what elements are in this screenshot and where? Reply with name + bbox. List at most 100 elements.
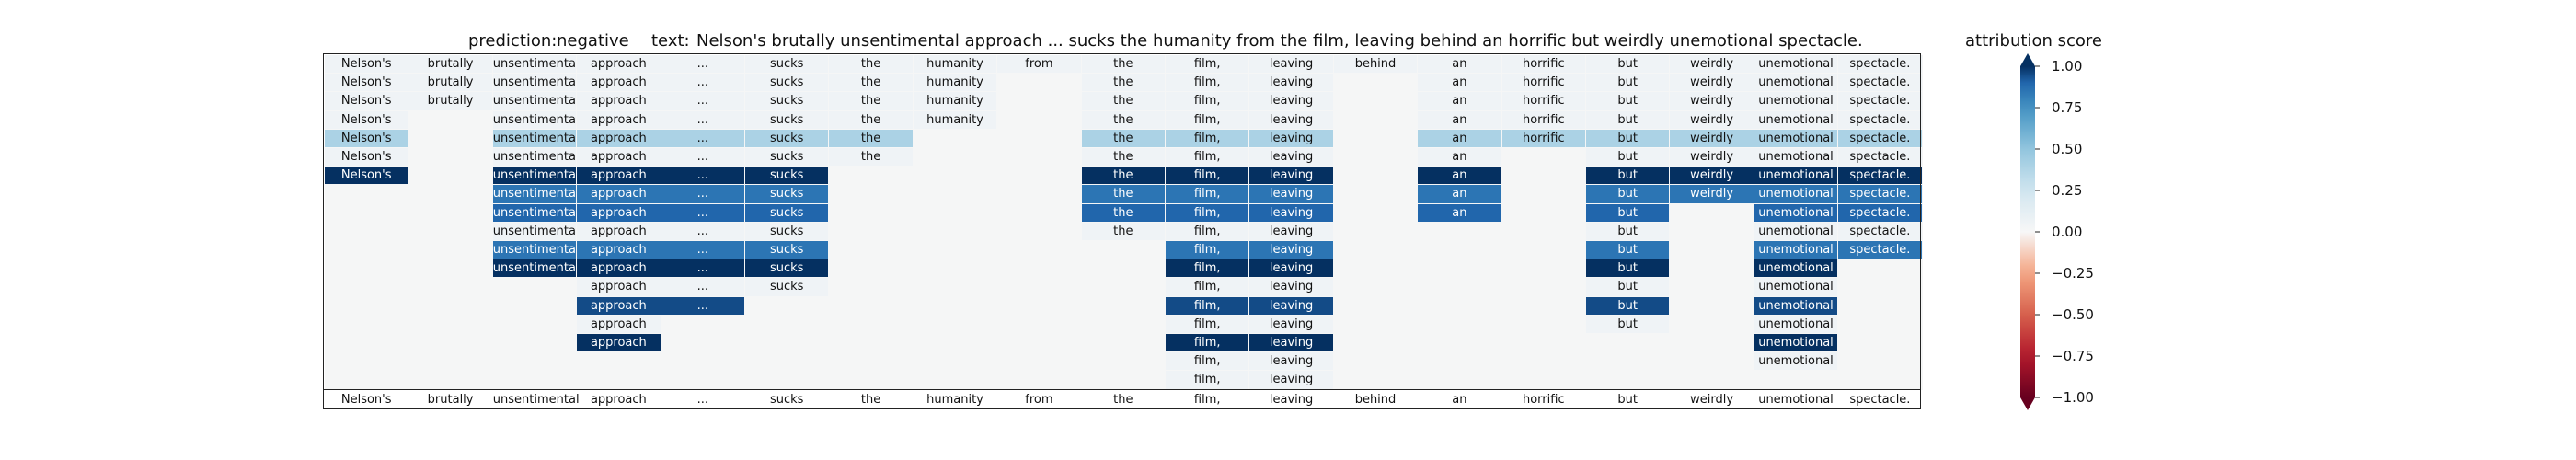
token-cell: unsentimental (492, 222, 580, 240)
token-cell: but (1586, 278, 1670, 296)
reference-separator (323, 389, 1921, 390)
colorbar (2020, 53, 2040, 410)
token-cell: unsentimental (492, 259, 580, 278)
token-cell: weirdly (1670, 110, 1754, 129)
token-cell: spectacle. (1838, 55, 1922, 74)
token-cell: unemotional (1754, 259, 1838, 278)
token-cell: Nelson's (325, 74, 408, 92)
token-cell: spectacle. (1838, 222, 1922, 240)
reference-token: humanity (926, 393, 983, 407)
token-cell: Nelson's (325, 148, 408, 167)
token-cell: unemotional (1754, 129, 1838, 147)
token-cell: approach (577, 185, 661, 203)
token-cell: but (1586, 259, 1670, 278)
token-cell: ... (661, 185, 744, 203)
reference-token: unsentimental (492, 393, 580, 407)
token-cell: Nelson's (325, 167, 408, 185)
reference-token: Nelson's (340, 393, 392, 407)
token-cell: approach (577, 55, 661, 74)
token-cell: film, (1166, 167, 1249, 185)
token-cell: leaving (1249, 185, 1333, 203)
token-cell: but (1586, 55, 1670, 74)
token-cell: approach (577, 315, 661, 333)
reference-token: horrific (1522, 393, 1565, 407)
prediction-value: negative (557, 31, 629, 51)
token-cell: unsentimental (492, 241, 580, 259)
token-cell: film, (1166, 241, 1249, 259)
token-cell: sucks (745, 203, 829, 222)
token-cell: the (1081, 74, 1165, 92)
token-cell: approach (577, 110, 661, 129)
token-cell: film, (1166, 129, 1249, 147)
token-cell: the (829, 55, 913, 74)
colorbar-min-extend (2020, 397, 2035, 410)
token-cell: the (829, 129, 913, 147)
token-cell: leaving (1249, 241, 1333, 259)
token-cell: ... (661, 259, 744, 278)
token-cell: ... (661, 203, 744, 222)
token-cell: unemotional (1754, 185, 1838, 203)
token-cell: film, (1166, 352, 1249, 371)
token-cell: approach (577, 167, 661, 185)
token-cell: sucks (745, 222, 829, 240)
token-cell: unsentimental (492, 185, 580, 203)
token-cell: humanity (913, 110, 997, 129)
token-cell: ... (661, 278, 744, 296)
token-cell: an (1418, 203, 1501, 222)
token-cell: but (1586, 315, 1670, 333)
token-cell: leaving (1249, 296, 1333, 315)
reference-token: the (860, 393, 881, 407)
token-cell: an (1418, 185, 1501, 203)
token-cell: leaving (1249, 92, 1333, 110)
token-cell: but (1586, 74, 1670, 92)
colorbar-tick-label: −0.25 (2052, 265, 2094, 282)
grid-frame (323, 53, 1921, 409)
token-cell: but (1586, 222, 1670, 240)
token-cell: the (829, 148, 913, 167)
token-cell: but (1586, 185, 1670, 203)
token-cell: film, (1166, 334, 1249, 352)
token-cell: ... (661, 74, 744, 92)
token-cell: leaving (1249, 203, 1333, 222)
token-cell: unsentimental (492, 203, 580, 222)
token-cell: the (829, 92, 913, 110)
token-cell: the (1081, 55, 1165, 74)
token-cell: leaving (1249, 148, 1333, 167)
token-cell: the (1081, 92, 1165, 110)
colorbar-tick-label: 1.00 (2052, 58, 2083, 75)
token-cell: unemotional (1754, 278, 1838, 296)
token-cell: Nelson's (325, 129, 408, 147)
token-cell: humanity (913, 55, 997, 74)
token-cell: an (1418, 148, 1501, 167)
token-cell: spectacle. (1838, 148, 1922, 167)
token-cell: film, (1166, 55, 1249, 74)
token-cell: film, (1166, 185, 1249, 203)
reference-token: spectacle. (1849, 393, 1911, 407)
token-cell: leaving (1249, 129, 1333, 147)
token-cell: but (1586, 296, 1670, 315)
token-cell: unemotional (1754, 148, 1838, 167)
token-cell: weirdly (1670, 185, 1754, 203)
text-label: text: (651, 31, 690, 51)
token-cell: unsentimental (492, 74, 580, 92)
token-cell: the (1081, 185, 1165, 203)
token-cell: an (1418, 110, 1501, 129)
token-cell: leaving (1249, 222, 1333, 240)
token-cell: but (1586, 92, 1670, 110)
token-cell: unemotional (1754, 352, 1838, 371)
token-cell: approach (577, 92, 661, 110)
token-cell: unemotional (1754, 296, 1838, 315)
token-cell: ... (661, 296, 744, 315)
token-cell: film, (1166, 315, 1249, 333)
colorbar-title: attribution score (1965, 31, 2102, 51)
token-cell: the (1081, 203, 1165, 222)
token-cell: the (1081, 129, 1165, 147)
token-cell: humanity (913, 74, 997, 92)
reference-token: ... (696, 393, 708, 407)
token-cell: unemotional (1754, 167, 1838, 185)
token-cell: approach (577, 334, 661, 352)
token-cell: approach (577, 241, 661, 259)
token-cell: brutally (408, 92, 492, 110)
token-cell: Nelson's (325, 110, 408, 129)
token-cell: an (1418, 55, 1501, 74)
